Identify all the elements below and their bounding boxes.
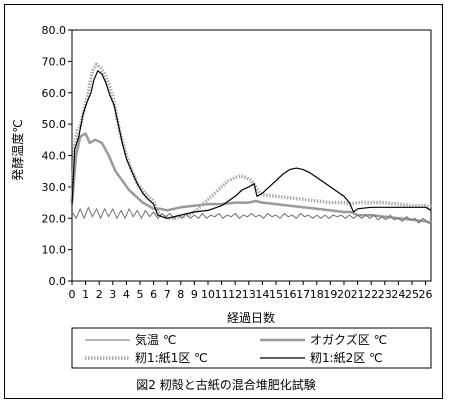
x-tick-label: 19 (323, 288, 337, 301)
x-tick-label: 17 (296, 288, 310, 301)
y-tick-label: 10.0 (42, 244, 67, 257)
x-tick-label: 22 (364, 288, 378, 301)
x-tick-label: 18 (310, 288, 324, 301)
x-tick-label: 0 (69, 288, 76, 301)
y-axis-title: 発酵温度℃ (10, 119, 25, 180)
x-tick-label: 7 (164, 288, 171, 301)
x-tick-label: 15 (269, 288, 283, 301)
legend-label: オガクズ区 ℃ (310, 332, 387, 347)
x-tick-label: 12 (228, 288, 242, 301)
x-tick-label: 3 (109, 288, 116, 301)
x-tick-label: 6 (150, 288, 157, 301)
y-tick-label: 60.0 (42, 87, 67, 100)
figure-caption: 図2 籾殻と古紙の混合堆肥化試験 (136, 377, 315, 392)
x-tick-label: 1 (82, 288, 89, 301)
x-tick-label: 26 (419, 288, 433, 301)
x-axis-title: 経過日数 (227, 310, 275, 325)
x-tick-label: 5 (136, 288, 143, 301)
x-tick-label: 24 (391, 288, 405, 301)
y-tick-label: 0.0 (49, 275, 67, 288)
y-tick-label: 40.0 (42, 150, 67, 163)
x-tick-label: 25 (405, 288, 419, 301)
series-line-2 (70, 132, 432, 225)
x-tick-label: 11 (215, 288, 229, 301)
y-tick-label: 70.0 (42, 55, 67, 68)
x-tick-label: 16 (283, 288, 297, 301)
series-line-4 (71, 70, 432, 219)
x-tick-label: 8 (177, 288, 184, 301)
x-tick-label: 13 (242, 288, 256, 301)
series-line-3 (70, 62, 432, 221)
x-tick-label: 4 (123, 288, 130, 301)
series-line-1 (71, 206, 432, 225)
y-tick-label: 50.0 (42, 118, 67, 131)
legend-box (71, 327, 432, 369)
y-tick-label: 20.0 (42, 212, 67, 225)
x-tick-label: 20 (337, 288, 351, 301)
legend-label: 籾1:紙2区 ℃ (310, 350, 383, 365)
x-tick-label: 14 (255, 288, 269, 301)
x-tick-label: 23 (378, 288, 392, 301)
legend-label: 籾1:紙1区 ℃ (135, 350, 208, 365)
legend-label: 気温 ℃ (135, 332, 176, 347)
y-tick-label: 30.0 (42, 181, 67, 194)
x-tick-label: 10 (201, 288, 215, 301)
y-tick-label: 80.0 (42, 24, 67, 37)
x-tick-label: 21 (351, 288, 365, 301)
x-tick-label: 2 (96, 288, 103, 301)
x-tick-label: 9 (191, 288, 198, 301)
